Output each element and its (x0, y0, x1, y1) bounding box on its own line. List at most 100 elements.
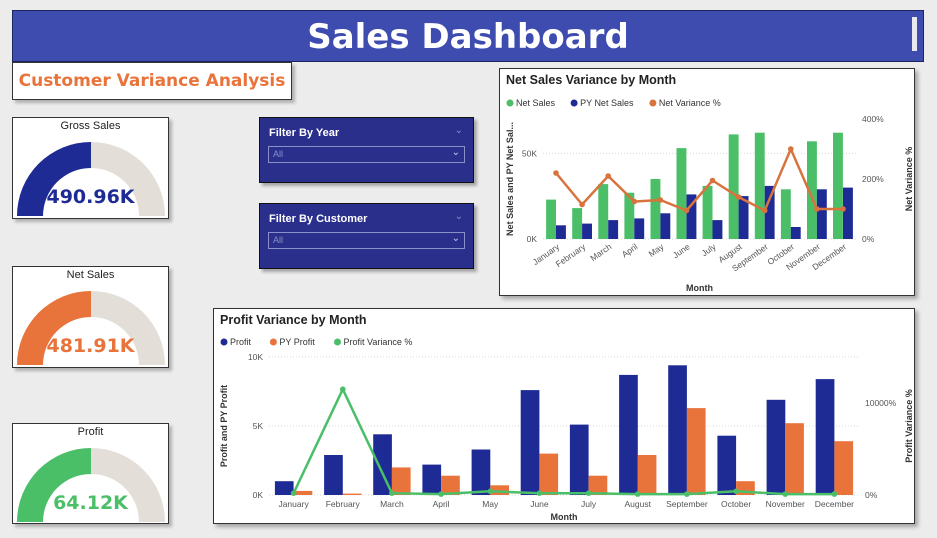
subtitle-box: Customer Variance Analysis (12, 62, 292, 100)
kpi-title: Gross Sales (60, 120, 121, 132)
x-tick-label: July (581, 499, 597, 509)
series-line (555, 145, 843, 213)
bar (634, 218, 645, 239)
filter-title: Filter By Customer (269, 213, 368, 225)
legend-label: PY Profit (279, 337, 315, 347)
bar (582, 223, 592, 239)
bar (738, 196, 749, 239)
line-point (709, 177, 716, 184)
chevron-down-icon[interactable]: ⌄ (454, 125, 463, 136)
bar (471, 449, 491, 495)
line-point (553, 170, 559, 176)
bar (608, 220, 619, 239)
y2-tick-label: 400% (862, 114, 884, 124)
bar (660, 213, 671, 239)
y-tick-label: 0K (527, 234, 538, 244)
gauge-fill (17, 291, 91, 365)
x-tick-label: July (700, 241, 719, 258)
kpi-value: 481.91K (46, 335, 135, 357)
net-sales-chart-svg: Net Sales Variance by Month Net Sales PY N… (505, 73, 914, 293)
kpi-gross-sales: Gross Sales 490.96K (12, 117, 169, 219)
legend-label: PY Net Sales (580, 98, 634, 108)
x-tick-label: November (766, 499, 805, 509)
dashboard-header: Sales Dashboard (12, 10, 924, 62)
legend-marker (649, 99, 657, 107)
x-tick-label: May (482, 499, 499, 509)
x-axis-title: Month (551, 512, 578, 522)
x-tick-label: February (326, 499, 361, 509)
dashboard-title: Sales Dashboard (307, 17, 629, 57)
series-line (292, 386, 835, 496)
bar (790, 227, 801, 239)
line-point (585, 490, 592, 496)
y2-tick-label: 0% (865, 490, 878, 500)
legend-label: Net Sales (516, 98, 556, 108)
line-point (733, 488, 739, 495)
select-value: All (273, 235, 284, 245)
bar (717, 435, 737, 495)
bar (572, 208, 583, 239)
x-tick-label: February (554, 241, 588, 269)
legend-marker (506, 99, 514, 107)
bar (546, 199, 556, 239)
bar (619, 374, 638, 495)
bar (624, 192, 635, 239)
chevron-down-icon[interactable]: ⌄ (451, 147, 460, 158)
x-tick-label: January (278, 499, 309, 509)
bar (274, 481, 294, 495)
chart-title: Net Sales Variance by Month (506, 73, 676, 87)
line-point (438, 491, 444, 497)
bar (834, 441, 854, 495)
bar (766, 399, 786, 495)
legend-label: Profit (230, 337, 252, 347)
bar (650, 179, 661, 239)
y2-axis-title: Profit Variance % (904, 389, 914, 463)
subtitle-text: Customer Variance Analysis (18, 71, 286, 91)
chevron-down-icon[interactable]: ⌄ (451, 233, 460, 244)
line-point (605, 173, 611, 179)
y-axis-title: Net Sales and PY Net Sal... (505, 122, 515, 236)
legend-marker (220, 338, 228, 346)
x-tick-label: October (721, 499, 751, 509)
y2-tick-label: 0% (862, 234, 875, 244)
bar (815, 379, 835, 495)
line-point (840, 206, 846, 212)
line-point (684, 491, 690, 497)
bar (569, 424, 589, 495)
year-select[interactable]: All ⌄ (268, 146, 465, 163)
header-scrollbar[interactable] (912, 17, 917, 51)
x-tick-label: June (530, 499, 549, 509)
line-point (814, 206, 820, 212)
kpi-value: 64.12K (53, 492, 128, 514)
legend-marker (570, 99, 578, 107)
kpi-title: Net Sales (66, 269, 115, 281)
chevron-down-icon[interactable]: ⌄ (454, 211, 463, 222)
y-tick-label: 10K (248, 352, 263, 362)
line-point (761, 207, 768, 214)
bar (342, 493, 362, 495)
bar (490, 485, 509, 495)
legend-marker (269, 338, 277, 346)
kpi-title: Profit (77, 426, 104, 438)
y2-tick-label: 200% (862, 174, 884, 184)
y2-tick-label: 10000% (865, 398, 897, 408)
kpi-value: 490.96K (46, 186, 135, 208)
x-tick-label: April (620, 241, 640, 259)
line-point (634, 491, 641, 497)
gauge-fill (17, 142, 91, 216)
bar (816, 189, 827, 239)
x-tick-label: March (588, 241, 613, 263)
line-point (389, 490, 395, 496)
customer-select[interactable]: All ⌄ (268, 232, 465, 249)
x-tick-label: December (815, 499, 854, 509)
bar (833, 132, 843, 239)
profit-chart-svg: Profit Variance by Month Profit PY Profit P… (219, 313, 914, 522)
bar (843, 187, 853, 239)
filter-title: Filter By Year (269, 127, 340, 139)
bar (728, 134, 739, 239)
y-axis-title: Profit and PY Profit (219, 385, 229, 467)
bar (785, 423, 804, 495)
filter-customer: Filter By Customer ⌄ All ⌄ (259, 203, 474, 269)
y-tick-label: 50K (522, 148, 537, 158)
y-tick-label: 0K (253, 490, 264, 500)
